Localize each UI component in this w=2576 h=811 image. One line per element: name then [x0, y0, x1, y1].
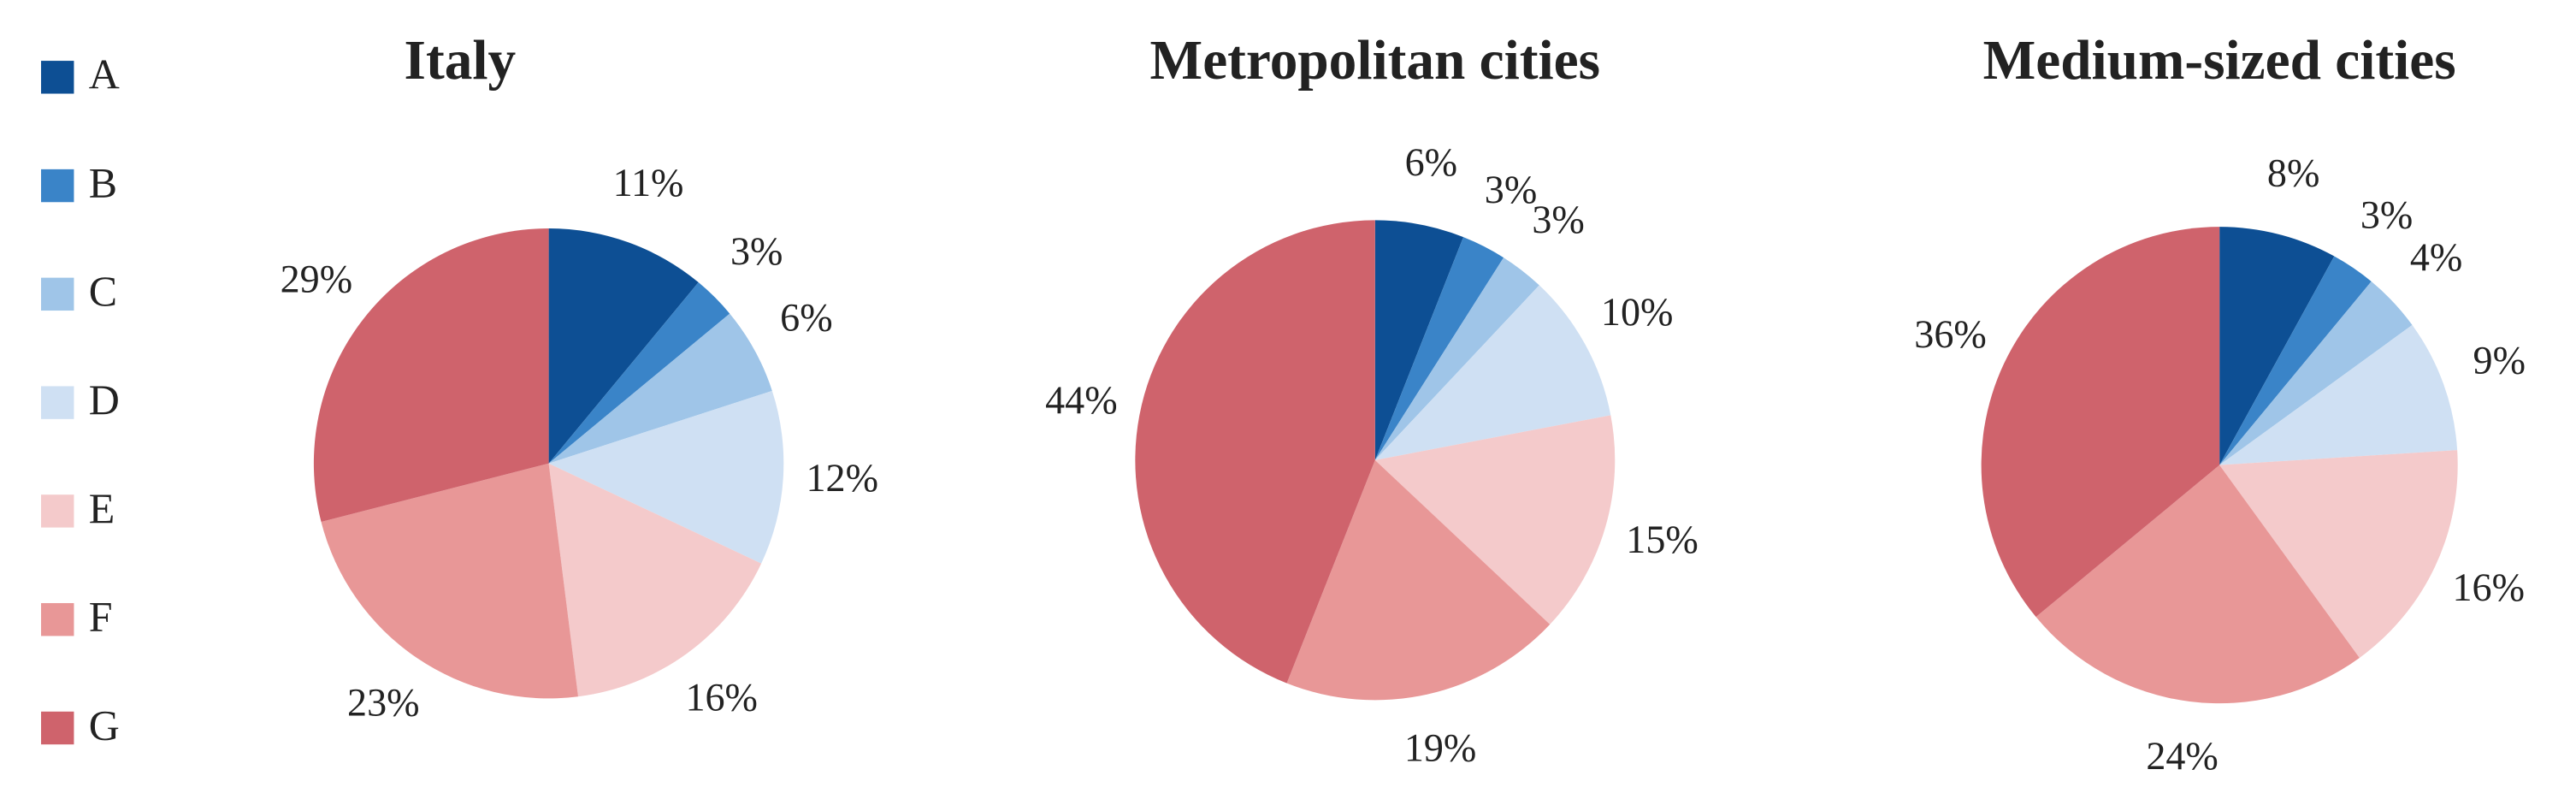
legend-label: D: [89, 376, 120, 423]
data-label: 12%: [806, 456, 878, 500]
pie-slice: [1374, 258, 1539, 460]
pie-slice: [2035, 465, 2360, 704]
pie-slice: [548, 228, 699, 464]
data-label: 16%: [2453, 565, 2525, 609]
data-label: 16%: [685, 675, 757, 719]
legend-swatch: [41, 169, 74, 203]
legend-swatch: [41, 277, 74, 311]
pie-slice: [1374, 220, 1464, 460]
data-label: 6%: [1405, 140, 1457, 184]
legend-label: C: [89, 267, 117, 315]
data-label: 3%: [1532, 198, 1584, 241]
data-label: 6%: [780, 296, 832, 340]
pie-slice: [1374, 285, 1611, 460]
pie-slice: [321, 463, 579, 699]
legend-label: F: [89, 593, 113, 641]
pie-slice: [313, 228, 549, 523]
data-label: 10%: [1601, 290, 1673, 334]
data-label: 29%: [281, 258, 352, 301]
data-label: 15%: [1626, 518, 1698, 561]
legend-label: A: [89, 50, 120, 98]
pie-slice: [2219, 450, 2458, 658]
data-label: 36%: [1914, 312, 1986, 356]
pie-slice: [548, 390, 784, 564]
data-label: 11%: [613, 161, 684, 204]
data-label: 23%: [347, 681, 419, 725]
legend-label: E: [89, 484, 115, 532]
pie-slice: [1374, 237, 1504, 460]
legend-swatch: [41, 61, 74, 94]
data-label: 9%: [2473, 338, 2526, 382]
chart-title: Medium-sized cities: [1983, 30, 2456, 92]
pie-slice: [548, 463, 762, 697]
pie-slice: [1374, 415, 1616, 625]
legend-label: B: [89, 158, 117, 206]
chart-title: Metropolitan cities: [1150, 30, 1600, 92]
legend-swatch: [41, 494, 74, 528]
data-label: 3%: [1485, 168, 1537, 211]
data-label: 3%: [730, 229, 783, 273]
pie-slice: [548, 282, 730, 464]
legend-swatch: [41, 386, 74, 419]
pie-slice: [2219, 256, 2372, 465]
data-label: 4%: [2410, 235, 2462, 279]
data-label: 8%: [2267, 151, 2319, 194]
pie-slice: [1981, 227, 2220, 618]
pie-slice: [2219, 281, 2413, 465]
pie-slice: [548, 313, 772, 464]
data-label: 3%: [2360, 193, 2413, 237]
data-label: 24%: [2146, 734, 2218, 778]
legend-label: G: [89, 701, 120, 749]
legend-swatch: [41, 711, 74, 745]
legend-swatch: [41, 602, 74, 636]
data-label: 19%: [1404, 726, 1476, 770]
pie-slice: [2219, 324, 2458, 465]
data-label: 44%: [1045, 378, 1117, 422]
pie-slice: [1135, 220, 1375, 684]
pie-slice: [1286, 459, 1551, 701]
chart-title: Italy: [405, 30, 517, 92]
pie-slice: [2219, 227, 2335, 465]
